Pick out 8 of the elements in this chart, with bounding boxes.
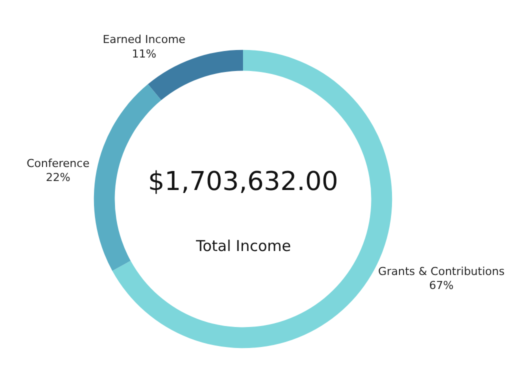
data-label: 11% (132, 47, 156, 60)
slice-label: Grants & Contributions (378, 264, 505, 278)
data-label: 67% (429, 279, 454, 292)
data-label: 22% (46, 171, 70, 184)
slice-label: Earned Income (102, 32, 186, 46)
text: Total Income (195, 237, 291, 255)
slice-label: Conference (26, 156, 90, 170)
text: $1,703,632.00 (148, 167, 338, 197)
